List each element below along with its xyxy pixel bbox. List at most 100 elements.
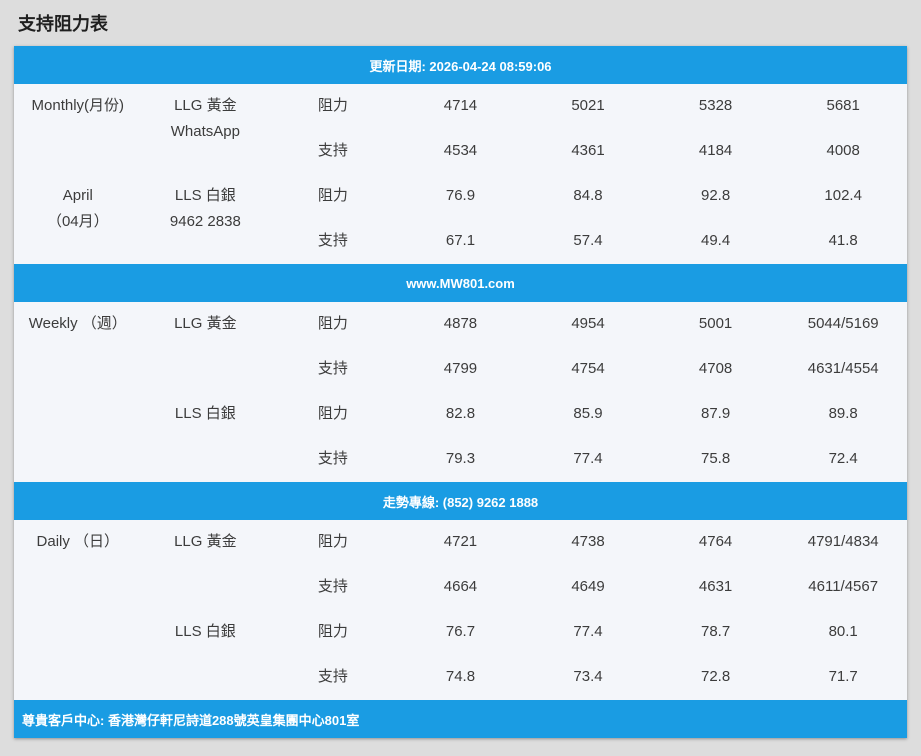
value-cell: 4631/4554 <box>807 360 879 377</box>
value-cell: 41.8 <box>828 232 858 249</box>
value-cell: 85.9 <box>573 405 603 422</box>
value-cell: 4738 <box>571 533 605 550</box>
value-cell: 4708 <box>698 360 733 377</box>
value-cell: 102.4 <box>824 187 862 204</box>
value-cell: 5328 <box>698 97 733 114</box>
value-cell: 72.8 <box>700 668 731 685</box>
row-label-resistance: 阻力 <box>317 97 348 114</box>
product-cell: LLS 白銀 <box>142 392 270 482</box>
row-label-resistance: 阻力 <box>317 405 348 422</box>
value-cell: 4664 <box>443 578 478 595</box>
value-cell: 4631 <box>698 578 733 595</box>
period-cell: Monthly(月份) <box>14 84 142 174</box>
row-label-resistance: 阻力 <box>317 533 348 550</box>
table-row: 支持 67.1 57.4 49.4 41.8 <box>14 219 907 264</box>
row-label-support: 支持 <box>317 578 348 595</box>
value-cell: 4611/4567 <box>808 578 879 595</box>
value-cell: 77.4 <box>573 450 603 467</box>
hotline-banner: 走勢專線: (852) 9262 1888 <box>14 482 907 520</box>
value-cell: 4649 <box>571 578 605 595</box>
period-line: Daily （日） <box>36 533 120 550</box>
row-label-support: 支持 <box>317 668 348 685</box>
product-line: LLS 白銀 <box>174 187 236 204</box>
value-cell: 4721 <box>443 533 478 550</box>
row-label-resistance: 阻力 <box>317 623 348 640</box>
table-row: LLS 白銀 阻力 76.7 77.4 78.7 80.1 <box>14 610 907 655</box>
row-label-support: 支持 <box>317 360 348 377</box>
value-cell: 4714 <box>443 97 478 114</box>
product-line: LLS 白銀 <box>174 405 236 422</box>
product-cell: LLS 白銀 <box>142 610 270 700</box>
value-cell: 67.1 <box>445 232 476 249</box>
value-cell: 5001 <box>698 315 733 332</box>
period-line: Weekly （週） <box>28 315 127 332</box>
value-cell: 78.7 <box>700 623 731 640</box>
value-cell: 4954 <box>571 315 605 332</box>
value-cell: 4764 <box>698 533 733 550</box>
table-row: 支持 74.8 73.4 72.8 71.7 <box>14 655 907 700</box>
value-cell: 92.8 <box>700 187 731 204</box>
value-cell: 71.7 <box>828 668 858 685</box>
row-label-resistance: 阻力 <box>317 187 348 204</box>
product-cell: LLG 黃金 <box>142 302 270 392</box>
table-row: 支持 79.3 77.4 75.8 72.4 <box>14 437 907 482</box>
value-cell: 57.4 <box>573 232 603 249</box>
period-cell <box>14 392 142 482</box>
value-cell: 4799 <box>443 360 478 377</box>
support-resistance-card: 更新日期: 2026-04-24 08:59:06 Monthly(月份) LL… <box>14 46 907 738</box>
weekly-table: Weekly （週） LLG 黃金 阻力 4878 4954 5001 5044… <box>14 302 907 482</box>
value-cell: 77.4 <box>573 623 603 640</box>
table-row: LLS 白銀 阻力 82.8 85.9 87.9 89.8 <box>14 392 907 437</box>
value-cell: 79.3 <box>445 450 476 467</box>
value-cell: 4534 <box>443 142 478 159</box>
value-cell: 82.8 <box>445 405 476 422</box>
period-line: Monthly(月份) <box>31 97 125 114</box>
row-label-support: 支持 <box>317 232 348 249</box>
value-cell: 4184 <box>698 142 733 159</box>
product-line: LLG 黃金 <box>174 97 237 114</box>
value-cell: 84.8 <box>573 187 603 204</box>
value-cell: 4791/4834 <box>807 533 879 550</box>
value-cell: 5021 <box>571 97 605 114</box>
value-cell: 4361 <box>571 142 605 159</box>
product-line: WhatsApp <box>170 123 240 140</box>
product-line: LLG 黃金 <box>174 533 237 550</box>
value-cell: 4878 <box>443 315 478 332</box>
table-row: 支持 4534 4361 4184 4008 <box>14 129 907 174</box>
table-row: April （04月） LLS 白銀 9462 2838 阻力 76.9 84.… <box>14 174 907 230</box>
value-cell: 87.9 <box>700 405 731 422</box>
value-cell: 74.8 <box>445 668 476 685</box>
row-label-resistance: 阻力 <box>317 315 348 332</box>
product-cell: LLG 黃金 WhatsApp <box>142 84 270 174</box>
page-title: 支持阻力表 <box>18 14 108 34</box>
table-row: 支持 4799 4754 4708 4631/4554 <box>14 347 907 392</box>
value-cell: 76.7 <box>445 623 476 640</box>
value-cell: 89.8 <box>828 405 858 422</box>
period-line: （04月） <box>46 213 109 230</box>
monthly-table: Monthly(月份) LLG 黃金 WhatsApp 阻力 4714 5021… <box>14 84 907 264</box>
period-cell: Daily （日） <box>14 520 142 610</box>
table-row: 支持 4664 4649 4631 4611/4567 <box>14 565 907 610</box>
value-cell: 5044/5169 <box>807 315 879 332</box>
value-cell: 75.8 <box>700 450 731 467</box>
product-line: LLG 黃金 <box>174 315 237 332</box>
period-cell: Weekly （週） <box>14 302 142 392</box>
value-cell: 5681 <box>826 97 860 114</box>
product-cell: LLG 黃金 <box>142 520 270 610</box>
value-cell: 76.9 <box>445 187 476 204</box>
table-row: Weekly （週） LLG 黃金 阻力 4878 4954 5001 5044… <box>14 302 907 347</box>
update-date-banner: 更新日期: 2026-04-24 08:59:06 <box>14 46 907 84</box>
daily-table: Daily （日） LLG 黃金 阻力 4721 4738 4764 4791/… <box>14 520 907 700</box>
period-cell <box>14 610 142 700</box>
row-label-support: 支持 <box>317 142 348 159</box>
row-label-support: 支持 <box>317 450 348 467</box>
table-row: Monthly(月份) LLG 黃金 WhatsApp 阻力 4714 5021… <box>14 84 907 140</box>
customer-center-banner: 尊貴客戶中心: 香港灣仔軒尼詩道288號英皇集團中心801室 <box>14 700 907 738</box>
product-line: LLS 白銀 <box>174 623 236 640</box>
period-cell: April （04月） <box>14 174 142 264</box>
website-banner[interactable]: www.MW801.com <box>14 264 907 302</box>
value-cell: 49.4 <box>700 232 731 249</box>
table-row: Daily （日） LLG 黃金 阻力 4721 4738 4764 4791/… <box>14 520 907 565</box>
value-cell: 4008 <box>826 142 860 159</box>
value-cell: 73.4 <box>573 668 603 685</box>
